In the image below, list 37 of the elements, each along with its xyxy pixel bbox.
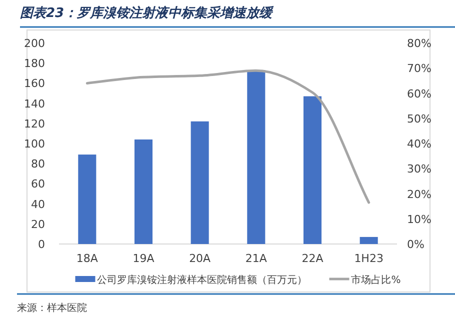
x-tick-label: 21A — [245, 252, 268, 265]
x-tick-label: 1H23 — [354, 252, 384, 265]
y-tick-label: 180 — [24, 57, 45, 70]
y-tick-label: 200 — [24, 37, 45, 50]
y2-tick-label: 40% — [407, 138, 432, 150]
y2-tick-label: 30% — [407, 162, 432, 176]
bar — [78, 154, 96, 244]
chart-title: 图表23：罗库溴铵注射液中标集采增速放缓 — [20, 5, 274, 21]
y2-tick-label: 60% — [407, 87, 432, 100]
bar — [360, 236, 378, 244]
y-tick-label: 40 — [31, 198, 45, 211]
x-tick-label: 18A — [76, 252, 98, 265]
y2-tick-label: 80% — [407, 37, 432, 50]
y-tick-label: 120 — [24, 117, 45, 130]
bar — [190, 121, 209, 244]
bar — [247, 70, 266, 244]
line-series — [86, 69, 370, 204]
bar — [134, 139, 153, 244]
y2-tick-label: 0% — [407, 238, 424, 251]
bar — [303, 96, 322, 244]
y2-tick-label: 70% — [407, 62, 432, 76]
y-tick-label: 0 — [38, 238, 45, 251]
x-tick-label: 19A — [132, 252, 155, 265]
y-tick-label: 60 — [31, 178, 45, 191]
y2-tick-label: 20% — [407, 188, 432, 201]
y-tick-label: 80 — [31, 158, 45, 171]
x-tick-label: 22A — [302, 252, 324, 265]
legend-label: 市场占比% — [351, 274, 401, 286]
y-tick-label: 100 — [24, 138, 45, 150]
source-note: 来源：样本医院 — [17, 302, 87, 314]
y-tick-label: 160 — [24, 77, 45, 90]
legend-label: 公司罗库溴铵注射液样本医院销售额（百万元） — [97, 274, 308, 286]
y2-tick-label: 50% — [407, 112, 432, 126]
y-tick-label: 140 — [24, 97, 45, 110]
y-tick-label: 20 — [31, 218, 45, 231]
y2-tick-label: 10% — [407, 212, 432, 226]
x-tick-label: 20A — [189, 252, 212, 265]
